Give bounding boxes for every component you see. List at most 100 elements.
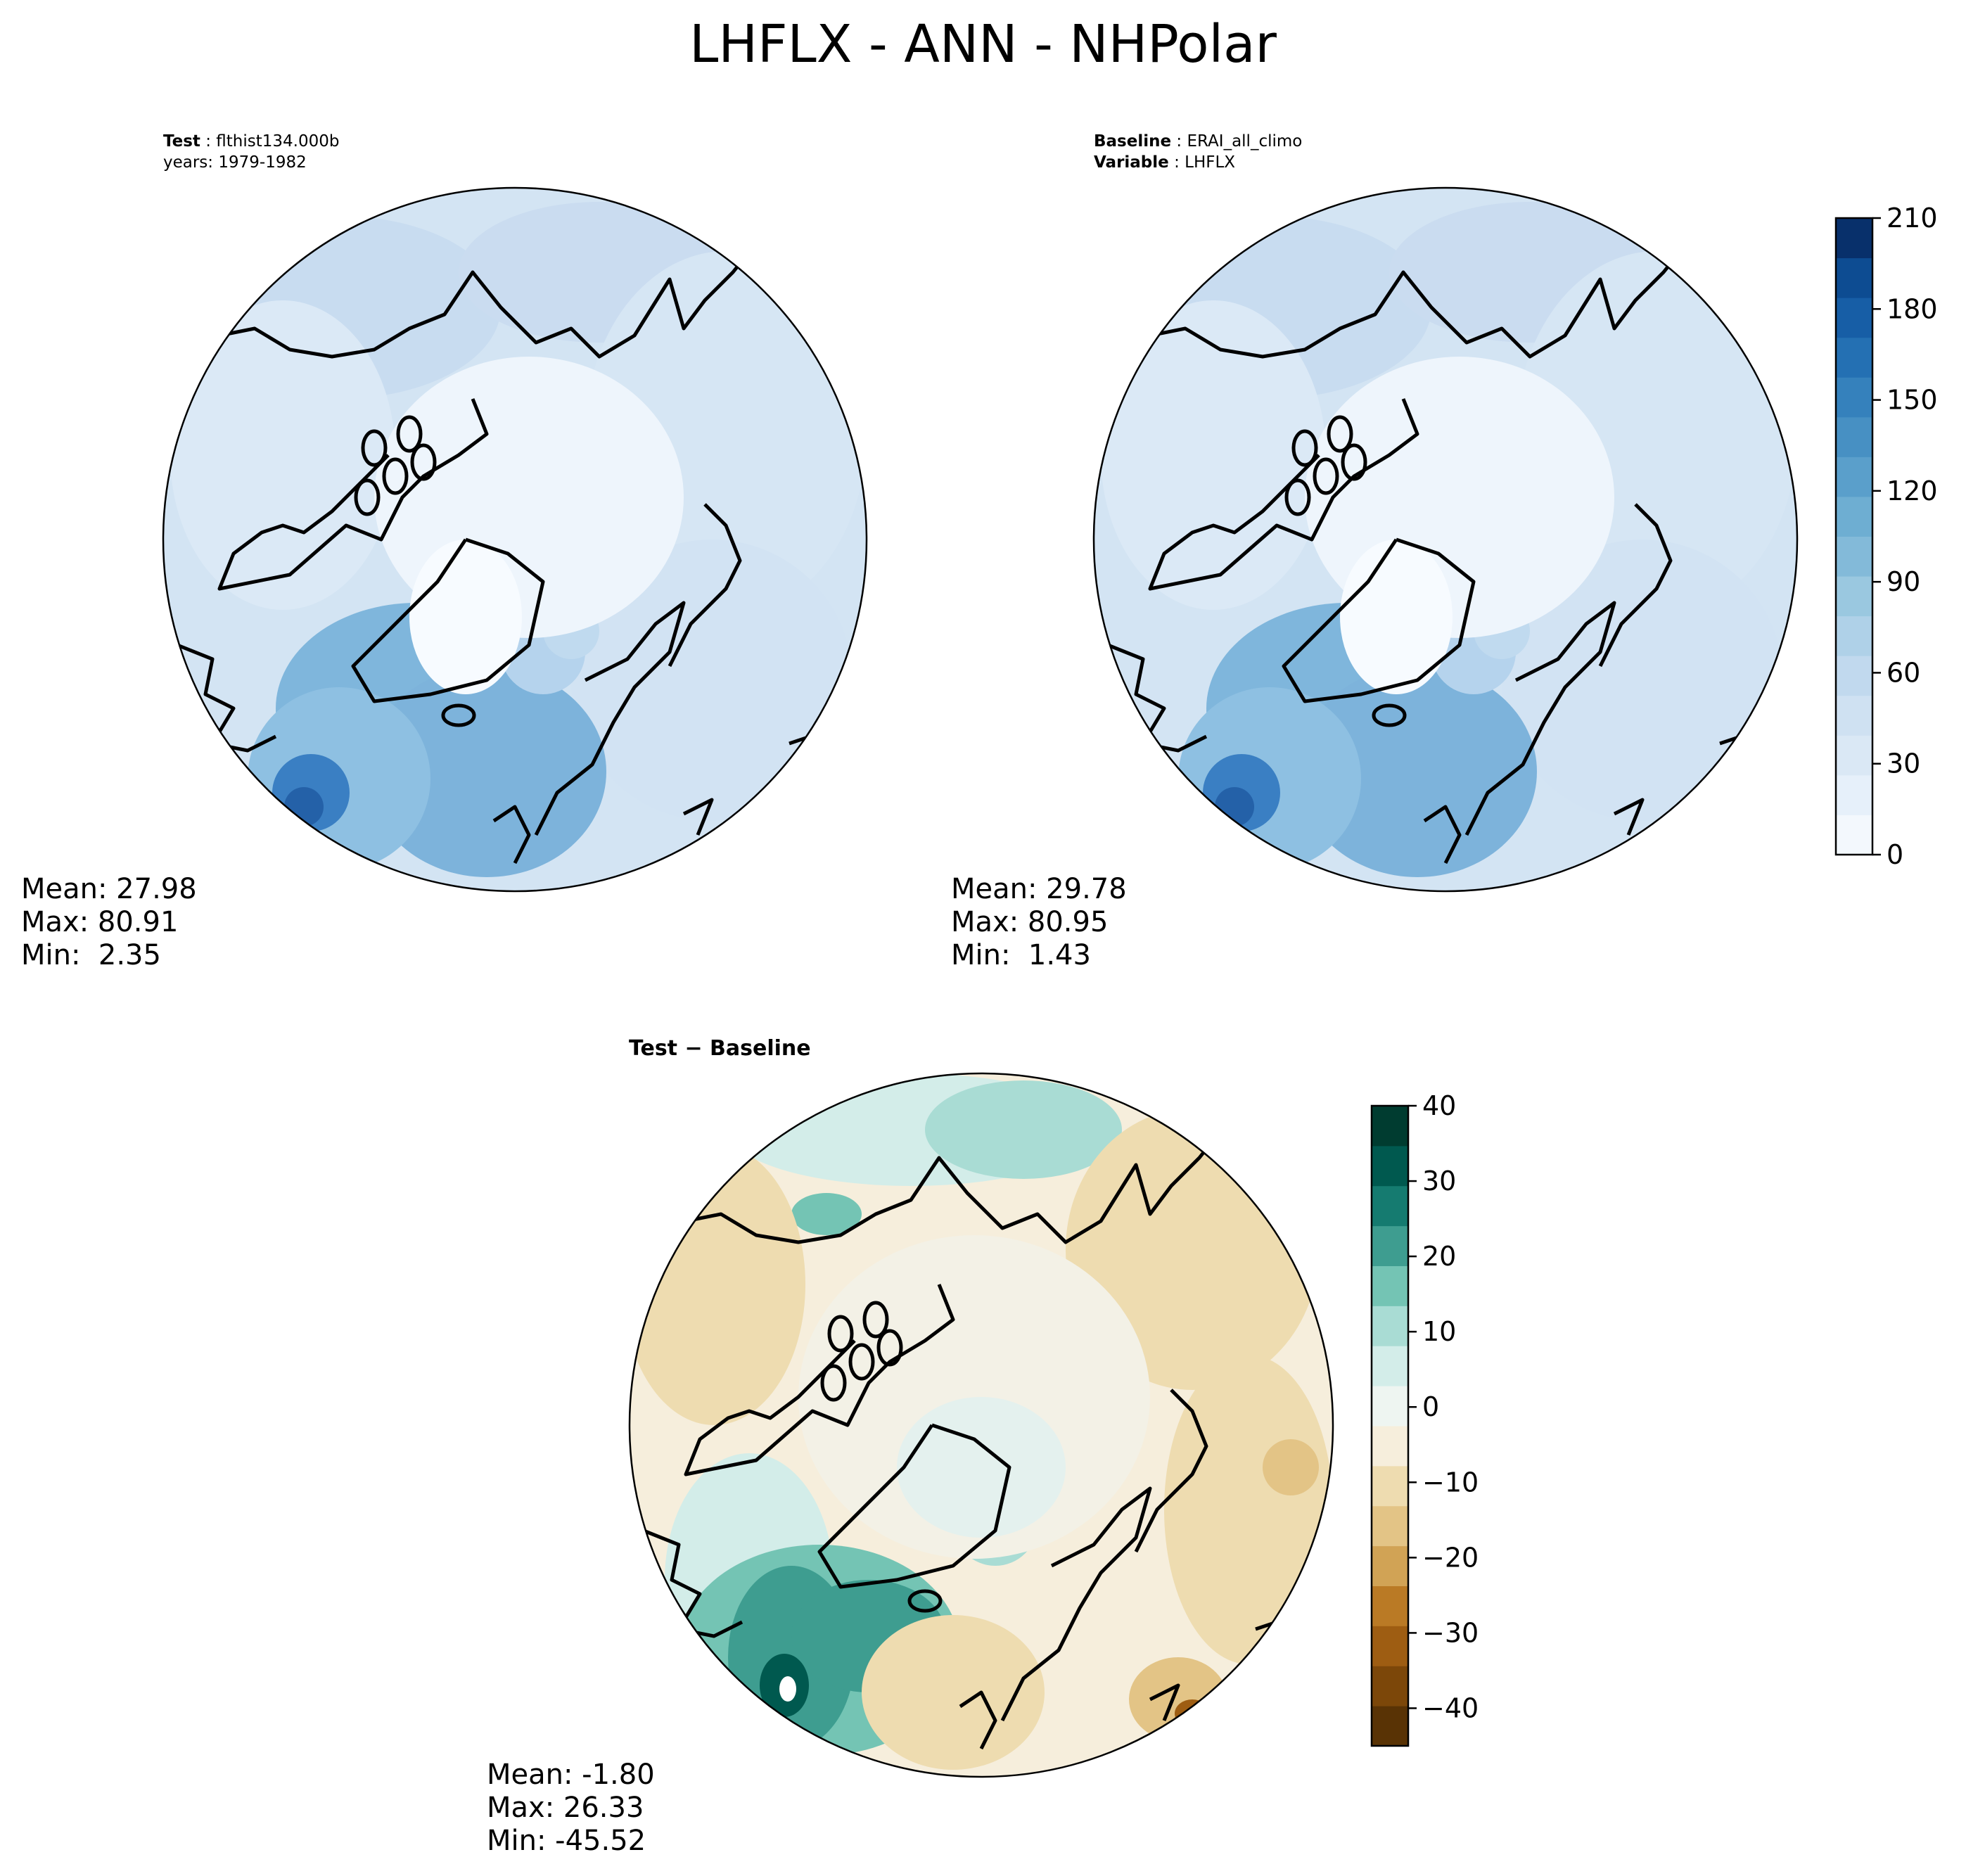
test-max: Max: 80.91	[21, 906, 179, 938]
test-header-value: flthist134.000b	[216, 132, 340, 151]
baseline-iceland	[1372, 703, 1407, 727]
seq-colorbar-band	[1836, 298, 1872, 338]
div-colorbar-tick-label: 30	[1422, 1166, 1456, 1197]
div-colorbar-band	[1372, 1465, 1408, 1507]
div-colorbar-tick-label: 0	[1422, 1391, 1439, 1422]
div-colorbar-band	[1372, 1265, 1408, 1306]
div-colorbar-band	[1372, 1106, 1408, 1147]
test-stats: Mean: 27.98 Max: 80.91 Min: 2.35	[21, 873, 197, 972]
test-header-years: years: 1979-1982	[163, 153, 307, 172]
div-colorbar-tick-label: −40	[1422, 1692, 1479, 1723]
diff-iceland	[907, 1589, 943, 1613]
test-island	[396, 415, 423, 453]
baseline-island	[1341, 443, 1367, 481]
div-colorbar-band	[1372, 1545, 1408, 1586]
diff-field-patch	[1164, 1355, 1333, 1664]
diff-field-patch	[897, 1397, 1066, 1538]
test-iceland	[441, 703, 476, 727]
figure-title: LHFLX - ANN - NHPolar	[689, 14, 1277, 75]
div-colorbar-band	[1372, 1346, 1408, 1386]
diff-island	[827, 1315, 854, 1353]
seq-colorbar-tick-label: 210	[1887, 203, 1938, 234]
diff-min: Min: -45.52	[487, 1825, 646, 1857]
test-island	[382, 457, 409, 495]
div-colorbar-tick-label: 20	[1422, 1241, 1456, 1272]
diff-field-patch	[925, 1080, 1122, 1179]
div-colorbar-band	[1372, 1505, 1408, 1547]
baseline-coastlines	[1107, 235, 1749, 864]
test-island	[354, 478, 381, 516]
diff-header: Test − Baseline	[629, 1036, 811, 1061]
div-colorbar-tick-label: −10	[1422, 1467, 1479, 1498]
seq-colorbar-band	[1836, 656, 1872, 696]
seq-colorbar-band	[1836, 416, 1872, 457]
test-header: Test : flthist134.000b years: 1979-1982	[163, 132, 340, 172]
div-colorbar-band	[1372, 1626, 1408, 1666]
diff-map-boundary	[628, 1072, 1334, 1778]
test-coastlines	[177, 235, 818, 864]
seq-colorbar-band	[1836, 536, 1872, 577]
seq-colorbar-band	[1836, 615, 1872, 656]
baseline-field-patch	[1298, 666, 1537, 877]
baseline-stats: Mean: 29.78 Max: 80.95 Min: 1.43	[951, 873, 1127, 972]
diff-island	[876, 1329, 903, 1367]
baseline-map-boundary	[1092, 186, 1799, 893]
diff-island	[820, 1364, 847, 1402]
baseline-min: Min: 1.43	[951, 939, 1091, 971]
variable-header-label: Variable	[1094, 153, 1169, 172]
diff-mean: Mean: -1.80	[487, 1759, 655, 1791]
variable-header-value: LHFLX	[1185, 153, 1236, 172]
diff-coastlines	[643, 1121, 1284, 1750]
baseline-island	[1327, 415, 1353, 453]
test-min: Min: 2.35	[21, 939, 161, 971]
diff-island	[862, 1301, 889, 1339]
baseline-island	[1284, 478, 1311, 516]
diff-field-patch	[862, 1615, 1045, 1770]
seq-colorbar-band	[1836, 735, 1872, 776]
test-mean: Mean: 27.98	[21, 873, 197, 905]
div-colorbar-band	[1372, 1306, 1408, 1346]
baseline-header-label: Baseline	[1094, 132, 1172, 151]
seq-colorbar-band	[1836, 496, 1872, 537]
seq-colorbar-band	[1836, 457, 1872, 497]
seq-colorbar-band	[1836, 695, 1872, 736]
seq-colorbar-tick-label: 90	[1887, 566, 1920, 597]
div-colorbar-band	[1372, 1585, 1408, 1626]
div-colorbar-band	[1372, 1706, 1408, 1747]
baseline-header-value: ERAI_all_climo	[1187, 132, 1303, 151]
seq-colorbar-band	[1836, 774, 1872, 815]
seq-colorbar-band	[1836, 337, 1872, 378]
baseline-header: Baseline : ERAI_all_climo Variable : LHF…	[1094, 132, 1303, 172]
test-header-label: Test	[163, 132, 200, 151]
seq-colorbar-band	[1836, 257, 1872, 298]
test-field-patch	[367, 666, 606, 877]
baseline-mean: Mean: 29.78	[951, 873, 1127, 905]
seq-colorbar-band	[1836, 377, 1872, 418]
test-field-patch	[571, 540, 853, 821]
baseline-island	[1291, 429, 1318, 467]
baseline-island	[1313, 457, 1339, 495]
baseline-map-group	[1092, 186, 1799, 893]
baseline-field-patch	[1502, 540, 1783, 821]
seq-colorbar-tick-label: 60	[1887, 657, 1920, 688]
div-colorbar-band	[1372, 1225, 1408, 1266]
seq-colorbar-tick-label: 30	[1887, 748, 1920, 779]
div-colorbar-tick-label: −20	[1422, 1542, 1479, 1573]
diff-island	[848, 1343, 875, 1381]
div-colorbar-tick-label: 10	[1422, 1316, 1456, 1347]
div-colorbar-frame	[1370, 1104, 1410, 1747]
div-colorbar-tick-label: −30	[1422, 1617, 1479, 1648]
div-colorbar-band	[1372, 1426, 1408, 1467]
seq-colorbar-tick-label: 0	[1887, 839, 1903, 870]
diff-max: Max: 26.33	[487, 1792, 644, 1824]
seq-colorbar-tick-label: 180	[1887, 293, 1938, 324]
seq-colorbar-frame	[1834, 217, 1874, 856]
diff-field-patch	[791, 1193, 862, 1235]
test-island	[410, 443, 437, 481]
seq-colorbar-band	[1836, 815, 1872, 855]
